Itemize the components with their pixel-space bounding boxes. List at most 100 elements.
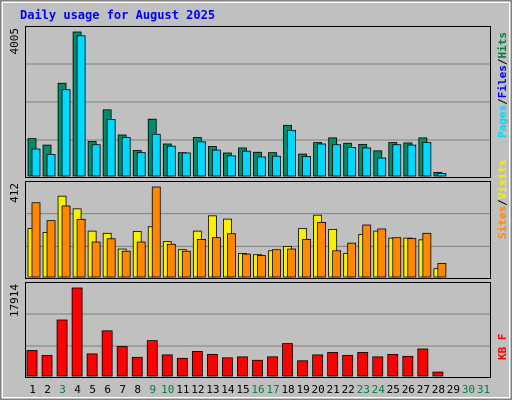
bar-files-22: [347, 147, 357, 177]
bar-kb-f-5: [86, 353, 98, 377]
bar-files-15: [242, 150, 251, 177]
bar-sites-24: [377, 228, 387, 278]
bar-kb-f-7: [116, 346, 128, 377]
bar-files-9: [151, 133, 161, 177]
bar-kb-f-18: [282, 343, 293, 377]
bar-sites-3: [61, 205, 71, 278]
bar-files-17: [272, 155, 281, 177]
panels-layer: 4005Pages/Files/Hits412Sites/Visits17914…: [8, 26, 509, 378]
bar-files-20: [317, 143, 327, 177]
legend-entry: Files: [496, 65, 509, 98]
bar-files-25: [392, 144, 402, 177]
bar-kb-f-24: [372, 356, 384, 377]
x-tick-label: 14: [221, 383, 235, 396]
bar-kb-f-25: [387, 353, 399, 377]
bar-sites-25: [392, 237, 402, 278]
bar-files-12: [196, 141, 206, 177]
bar-files-26: [407, 144, 417, 177]
x-tick-label: 8: [134, 383, 141, 396]
x-tick-label: 3: [59, 383, 66, 396]
x-tick-label: 4: [74, 383, 81, 396]
bar-kb-f-28: [432, 371, 444, 377]
panel-legend: Sites/Visits: [496, 160, 509, 240]
panel-scale-label: 412: [8, 183, 21, 203]
bar-kb-f-8: [131, 356, 143, 377]
bar-kb-f-27: [417, 348, 429, 377]
x-tick-label: 11: [176, 383, 189, 396]
bar-kb-f-3: [56, 319, 68, 377]
legend-entry: Visits: [496, 160, 509, 200]
bar-sites-15: [242, 253, 251, 278]
x-tick-label: 25: [387, 383, 400, 396]
legend-entry: Hits: [496, 32, 509, 59]
x-tick-label: 23: [357, 383, 370, 396]
bar-files-23: [362, 147, 372, 177]
bar-kb-f-12: [191, 351, 203, 377]
bar-sites-6: [106, 238, 116, 278]
bar-sites-1: [31, 202, 41, 278]
legend-entry: KB F: [496, 334, 509, 361]
bar-sites-28: [437, 263, 447, 278]
bar-kb-f-10: [161, 354, 173, 377]
x-tick-label: 15: [236, 383, 249, 396]
bar-sites-20: [317, 221, 327, 278]
bar-sites-26: [407, 238, 417, 278]
bar-sites-9: [151, 186, 161, 278]
bar-sites-13: [211, 237, 221, 278]
bar-kb-f-23: [357, 352, 369, 377]
bar-kb-f-21: [327, 352, 339, 377]
x-tick-label: 17: [266, 383, 279, 396]
chart-frame-inner: [2, 2, 510, 398]
bar-sites-23: [362, 224, 372, 278]
bar-kb-f-20: [312, 354, 324, 377]
bar-kb-f-9: [146, 340, 158, 377]
x-tick-label: 27: [417, 383, 430, 396]
x-tick-label: 9: [149, 383, 156, 396]
bar-sites-14: [227, 233, 236, 278]
bar-kb-f-16: [252, 359, 263, 377]
legend-entry: /: [496, 58, 509, 65]
bar-files-5: [91, 144, 101, 177]
bar-files-14: [227, 155, 236, 177]
bar-kb-f-2: [41, 354, 53, 377]
panel-legend: Pages/Files/Hits: [496, 32, 509, 138]
x-tick-label: 1: [29, 383, 36, 396]
bar-sites-21: [332, 250, 342, 278]
bar-files-8: [136, 152, 146, 177]
x-tick-label: 5: [89, 383, 96, 396]
legend-entry: /: [496, 199, 509, 206]
legend-entry: Sites: [496, 206, 509, 239]
bar-kb-f-15: [237, 356, 248, 377]
panel-kbf: 17914 KB F: [8, 282, 509, 378]
x-tick-label: 31: [477, 383, 490, 396]
x-tick-label: 10: [161, 383, 174, 396]
bar-files-11: [181, 152, 191, 177]
bar-sites-18: [287, 248, 296, 278]
bar-files-1: [31, 148, 41, 177]
bar-sites-12: [196, 239, 206, 278]
legend-entry: /: [496, 98, 509, 105]
x-tick-label: 12: [191, 383, 204, 396]
bar-sites-4: [76, 218, 86, 278]
panel-legend: KB F: [496, 334, 509, 361]
panel-scale-label: 17914: [8, 284, 21, 317]
bar-kb-f-13: [206, 353, 218, 377]
bar-files-19: [302, 156, 311, 177]
bar-files-16: [257, 156, 266, 177]
bar-kb-f-4: [71, 287, 83, 377]
bar-sites-22: [347, 242, 357, 278]
bar-sites-7: [121, 250, 131, 278]
bar-sites-27: [422, 232, 432, 278]
x-tick-label: 24: [372, 383, 386, 396]
bar-files-24: [377, 157, 387, 177]
x-tick-label: 18: [281, 383, 294, 396]
bar-kb-f-26: [402, 355, 414, 377]
legend-entry: Pages: [496, 105, 509, 138]
bar-files-10: [166, 145, 176, 177]
bar-kb-f-17: [267, 356, 278, 377]
bar-files-6: [106, 119, 116, 177]
bar-files-18: [287, 129, 296, 177]
bar-kb-f-14: [222, 357, 233, 377]
